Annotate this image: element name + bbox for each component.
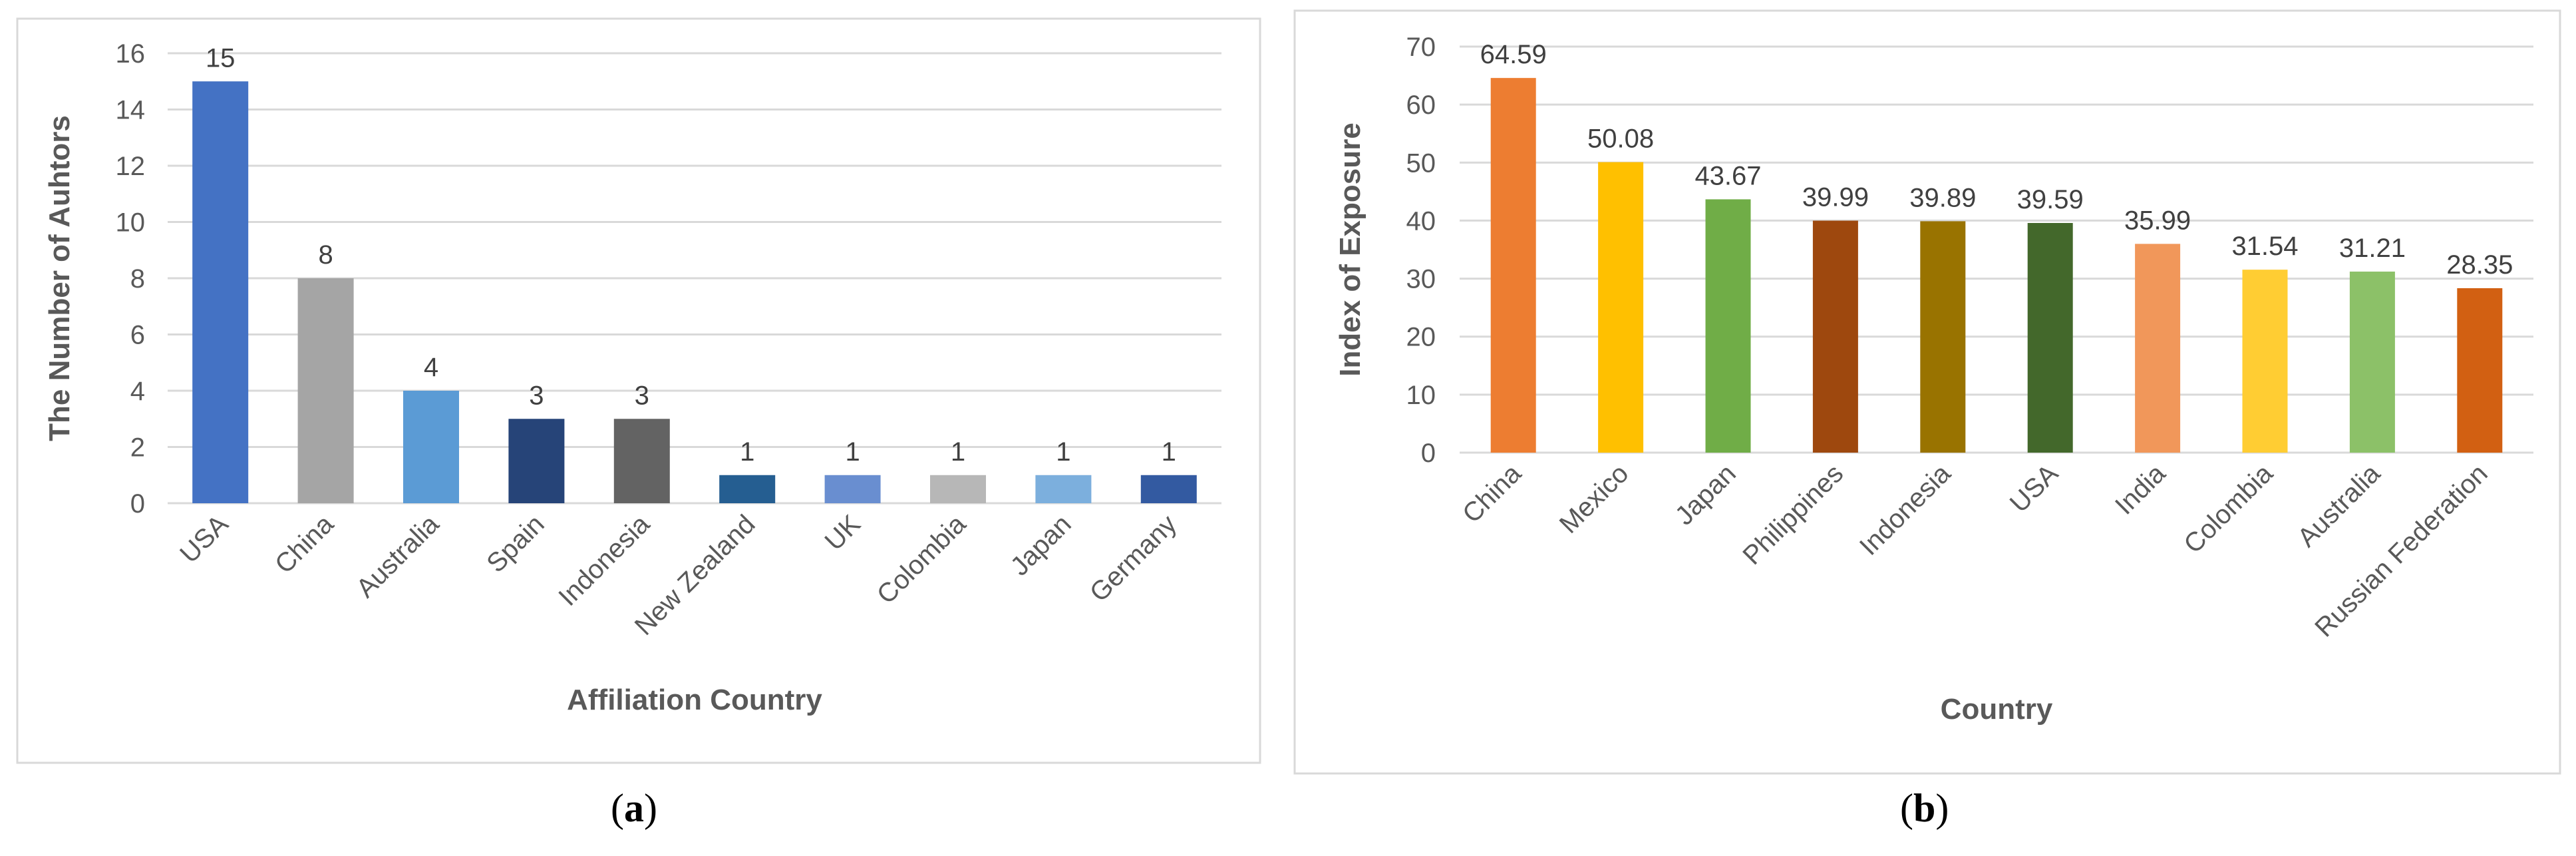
chart-b-ytick-label-4: 40: [1406, 206, 1436, 236]
chart-b-data-label-2: 43.67: [1694, 161, 1761, 190]
caption-b-letter: b: [1913, 786, 1936, 830]
chart-a-bar-4: [613, 419, 670, 503]
caption-a: (a): [611, 785, 657, 831]
chart-b-data-label-0: 64.59: [1480, 40, 1547, 69]
chart-a-data-label-5: 1: [740, 437, 754, 467]
chart-b-data-label-6: 35.99: [2124, 206, 2191, 235]
chart-b-bar-7: [2242, 270, 2288, 453]
chart-b-data-label-7: 31.54: [2231, 232, 2298, 261]
chart-b-bar-4: [1920, 221, 1966, 453]
chart-a-ytick-label-7: 14: [116, 96, 146, 125]
chart-b-bar-6: [2135, 244, 2181, 453]
chart-a-bar-6: [824, 475, 881, 503]
chart-a-data-label-2: 4: [424, 353, 438, 382]
chart-b-ytick-label-0: 0: [1421, 439, 1436, 468]
chart-a-bar-1: [297, 278, 354, 503]
chart-a-data-label-7: 1: [951, 437, 965, 467]
chart-b-ytick-label-5: 50: [1406, 148, 1436, 178]
chart-b-data-label-5: 39.59: [2017, 185, 2084, 214]
chart-b-data-label-8: 31.21: [2339, 234, 2406, 263]
chart-b-data-label-9: 28.35: [2446, 250, 2513, 280]
chart-b-data-label-4: 39.89: [1909, 183, 1976, 212]
chart-a-y-axis-title: The Number of Auhtors: [43, 115, 76, 441]
chart-b-y-axis-title: Index of Exposure: [1334, 122, 1367, 376]
chart-a-bar-5: [719, 475, 776, 503]
chart-a-ytick-label-0: 0: [130, 489, 145, 519]
caption-a-letter: a: [623, 786, 644, 830]
chart-b-bar-8: [2349, 272, 2395, 453]
chart-a-ytick-label-3: 6: [130, 321, 145, 350]
chart-a-data-label-1: 8: [318, 240, 333, 270]
chart-a-data-label-6: 1: [845, 437, 860, 467]
chart-b-ytick-label-7: 70: [1406, 33, 1436, 62]
chart-b-ytick-label-1: 10: [1406, 381, 1436, 410]
chart-a-ytick-label-6: 12: [116, 152, 146, 181]
chart-a-bar-7: [930, 475, 986, 503]
chart-a-data-label-8: 1: [1056, 437, 1070, 467]
caption-b: (b): [1900, 785, 1949, 831]
chart-a-bar-3: [508, 419, 565, 503]
chart-a-bar-9: [1140, 475, 1197, 503]
chart-a-x-axis-title: Affiliation Country: [567, 684, 822, 716]
chart-b-bar-2: [1705, 199, 1751, 453]
caption-b-open: (: [1900, 786, 1913, 830]
chart-a-ytick-label-1: 2: [130, 433, 145, 463]
chart-a-bar-2: [403, 391, 459, 503]
caption-b-close: ): [1935, 786, 1949, 830]
chart-a-ytick-label-2: 4: [130, 377, 145, 406]
chart-b-bar-0: [1490, 78, 1536, 453]
chart-b-ytick-label-3: 30: [1406, 265, 1436, 294]
chart-a-ytick-label-8: 16: [116, 39, 146, 69]
chart-a-bar-0: [192, 81, 249, 503]
chart-b-x-axis-title: Country: [1941, 693, 2053, 726]
caption-a-close: ): [643, 786, 657, 830]
chart-a-ytick-label-5: 10: [116, 208, 146, 238]
caption-a-open: (: [611, 786, 624, 830]
chart-b-bar-5: [2027, 223, 2073, 453]
chart-a-ytick-label-4: 8: [130, 264, 145, 294]
chart-b-data-label-3: 39.99: [1802, 183, 1869, 212]
chart-a-data-label-3: 3: [529, 381, 544, 410]
chart-a-bar-8: [1035, 475, 1092, 503]
chart-b-bar-1: [1598, 162, 1644, 453]
chart-b-data-label-1: 50.08: [1587, 124, 1654, 154]
chart-b-bar-3: [1812, 220, 1858, 453]
chart-a-data-label-4: 3: [635, 381, 649, 410]
chart-a-data-label-0: 15: [206, 43, 236, 73]
chart-b-ytick-label-2: 20: [1406, 323, 1436, 352]
chart-b-ytick-label-6: 60: [1406, 91, 1436, 120]
chart-a-data-label-9: 1: [1162, 437, 1176, 467]
chart-b-bar-9: [2457, 288, 2503, 453]
